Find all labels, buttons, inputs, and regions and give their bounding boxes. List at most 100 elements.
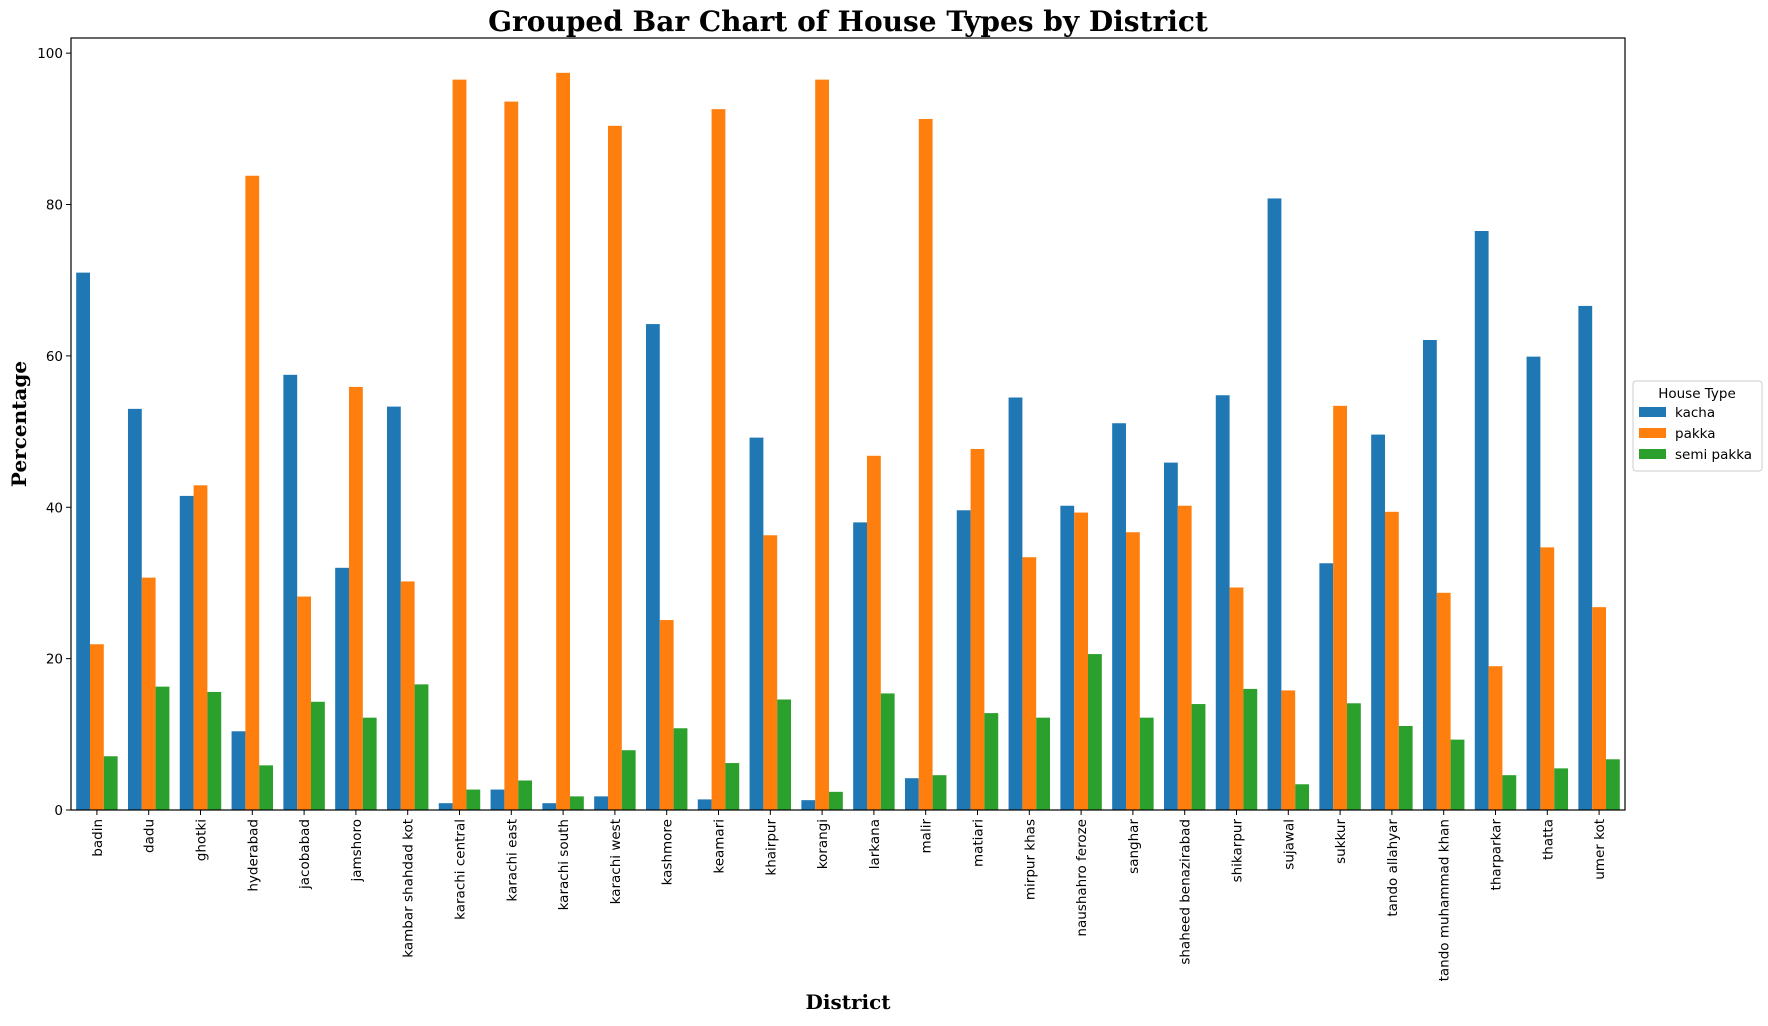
bar-kacha-khairpur [749,437,764,810]
bar-semi-pakka-sukkur [1347,703,1361,810]
bar-pakka-jacobabad [297,596,311,810]
bar-pakka-badin [89,644,104,810]
x-tick-label: kashmore [660,819,676,885]
bar-kacha-karachi-south [542,803,557,810]
bar-semi-pakka-jamshoro [362,717,377,810]
x-tick-label: naushahro feroze [1074,819,1090,937]
x-tick-label: hyderabad [245,819,261,892]
x-tick-label: badin [90,819,106,857]
bar-semi-pakka-hyderabad [259,765,274,810]
bar-kacha-jamshoro [335,567,349,810]
bar-semi-pakka-kambar-shahdad-kot [414,684,429,810]
y-tick-label: 20 [46,652,63,668]
bar-kacha-hyderabad [231,731,246,810]
legend-label-semi-pakka: semi pakka [1675,447,1752,463]
bar-semi-pakka-tando-muhammad-khan [1450,739,1465,810]
bar-kacha-sukkur [1319,563,1334,810]
bar-pakka-sujawal [1281,690,1296,810]
bar-pakka-malir [918,118,933,811]
bar-kacha-keamari [697,799,712,810]
y-axis-title: Percentage [7,361,31,487]
bar-kacha-tando-allahyar [1371,434,1385,810]
x-tick-label: karachi central [453,819,469,920]
bar-pakka-khairpur [763,535,778,810]
legend-label-pakka: pakka [1675,426,1716,442]
x-tick-label: malir [919,819,935,854]
x-tick-label: korangi [815,819,831,869]
x-tick-label: shaheed benazirabad [1178,819,1194,965]
bar-kacha-jacobabad [283,374,298,810]
legend-box [1632,380,1763,472]
bar-pakka-hyderabad [245,175,260,810]
x-tick-label: karachi west [608,819,624,904]
y-tick-label: 100 [37,46,63,62]
bar-kacha-dadu [127,408,142,810]
bar-kacha-thatta [1526,356,1541,810]
bar-semi-pakka-mirpur-khas [1036,717,1051,810]
bar-pakka-shaheed-benazirabad [1177,505,1192,810]
bar-kacha-sujawal [1267,198,1282,810]
x-tick-label: ghotki [194,819,210,861]
bar-kacha-karachi-west [594,796,608,810]
y-tick-label: 0 [54,803,63,819]
bar-pakka-naushahro-feroze [1074,512,1088,810]
bar-pakka-keamari [711,109,726,810]
bar-pakka-korangi [815,79,829,810]
x-tick-label: jamshoro [349,819,365,883]
bar-kacha-shikarpur [1215,395,1230,810]
bar-pakka-kambar-shahdad-kot [400,581,415,810]
bar-semi-pakka-karachi-east [518,780,533,810]
bar-kacha-korangi [801,800,816,810]
bar-pakka-sukkur [1333,405,1347,810]
bar-kacha-kashmore [645,324,660,810]
bar-pakka-umer-kot [1592,607,1606,810]
x-axis: badin dadu ghotki hyderabad jacobabad jamshor… [90,810,1608,981]
bar-semi-pakka-umer-kot [1606,759,1620,810]
legend-items: kacha pakka semi pakka [1639,405,1752,463]
bar-semi-pakka-keamari [725,763,740,810]
x-tick-label: sukkur [1333,819,1349,864]
bar-pakka-jamshoro [348,386,363,810]
legend-swatch-kacha [1639,407,1666,417]
bar-pakka-karachi-west [607,125,622,811]
y-tick-label: 60 [46,349,63,365]
bar-semi-pakka-dadu [155,686,170,810]
bar-kacha-kambar-shahdad-kot [386,406,401,810]
bar-kacha-tharparkar [1474,231,1489,810]
x-axis-title: District [806,990,892,1014]
bar-pakka-larkana [866,455,881,810]
bar-semi-pakka-larkana [880,693,895,810]
bar-semi-pakka-malir [932,775,947,810]
x-tick-label: keamari [712,819,728,874]
bar-kacha-sanghar [1112,423,1126,810]
bars-layer [76,72,1620,811]
x-tick-label: tharparkar [1489,819,1505,891]
bar-kacha-karachi-central [438,803,453,810]
bar-pakka-tando-allahyar [1384,511,1399,810]
bar-pakka-thatta [1540,547,1555,810]
bar-kacha-karachi-east [490,789,505,810]
bar-semi-pakka-tando-allahyar [1398,725,1413,810]
bar-semi-pakka-sujawal [1295,784,1310,810]
bar-semi-pakka-karachi-central [466,789,481,810]
bar-semi-pakka-shaheed-benazirabad [1191,704,1206,810]
bar-pakka-karachi-central [452,79,467,810]
x-tick-label: sujawal [1281,819,1297,870]
bar-semi-pakka-karachi-south [570,796,584,810]
bar-kacha-larkana [853,522,867,810]
bar-semi-pakka-jacobabad [311,701,325,810]
bar-semi-pakka-khairpur [777,699,792,810]
x-tick-label: kambar shahdad kot [401,819,417,958]
x-tick-label: tando muhammad khan [1437,819,1453,981]
x-tick-label: umer kot [1592,819,1608,880]
legend: House Type kacha pakka semi pakka [1632,380,1763,472]
x-tick-label: sanghar [1126,819,1142,874]
bar-pakka-ghotki [193,485,208,810]
plot-frame [70,37,1626,811]
legend-swatch-pakka [1639,428,1666,438]
x-tick-label: jacobabad [297,819,313,890]
bar-pakka-mirpur-khas [1022,557,1037,810]
bar-pakka-kashmore [659,620,674,810]
bar-kacha-shaheed-benazirabad [1163,462,1178,810]
